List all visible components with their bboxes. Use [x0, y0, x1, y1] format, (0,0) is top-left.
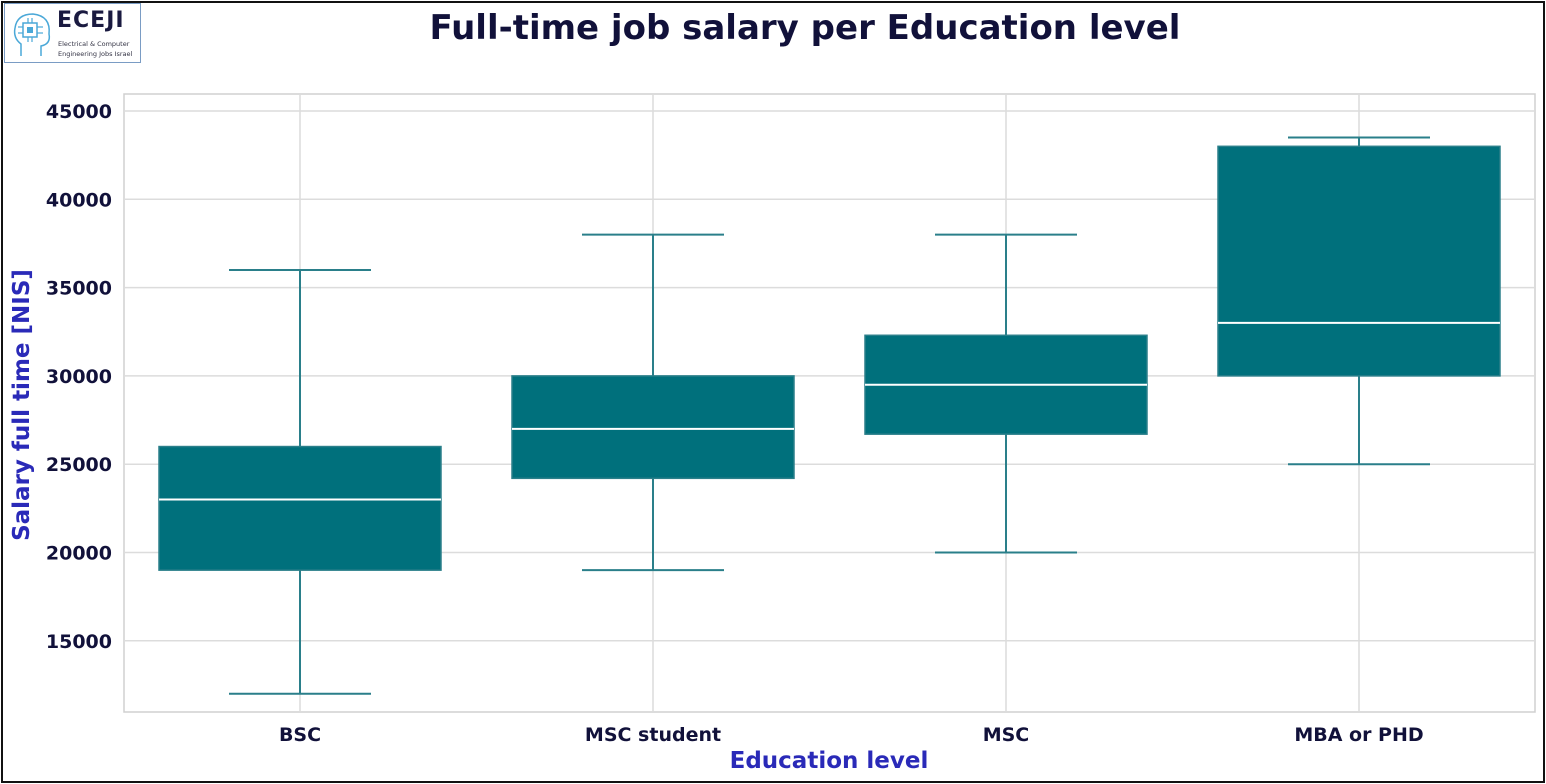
- iqr-box: [1217, 145, 1501, 377]
- y-axis-ticks: 15000 20000 25000 30000 35000 40000 45000: [46, 101, 112, 653]
- x-tick-label: BSC: [279, 724, 321, 746]
- box-bsc: [158, 268, 442, 695]
- x-tick-label: MSC student: [585, 724, 721, 746]
- y-tick-label: 45000: [46, 101, 112, 123]
- x-axis-label: Education level: [730, 748, 929, 774]
- y-tick-label: 35000: [46, 278, 112, 300]
- box-mba-or-phd: [1217, 136, 1501, 466]
- x-axis-ticks: BSC MSC student MSC MBA or PHD: [279, 724, 1424, 746]
- x-tick-label: MBA or PHD: [1294, 724, 1423, 746]
- y-axis-label: Salary full time [NIS]: [9, 269, 35, 541]
- box-msc-student: [511, 233, 795, 572]
- y-tick-label: 25000: [46, 454, 112, 476]
- eceji-logo: ECEJI Electrical & Computer Engineering …: [4, 3, 141, 63]
- logo-tagline-line1: Electrical & Computer: [58, 40, 130, 48]
- y-tick-label: 20000: [46, 543, 112, 565]
- box-series: [158, 136, 1501, 695]
- y-tick-label: 30000: [46, 366, 112, 388]
- chart-title: Full-time job salary per Education level: [430, 8, 1181, 48]
- y-tick-label: 15000: [46, 631, 112, 653]
- box-msc: [864, 233, 1148, 554]
- x-tick-label: MSC: [983, 724, 1030, 746]
- y-tick-label: 40000: [46, 189, 112, 211]
- iqr-box: [511, 375, 795, 480]
- iqr-box: [158, 445, 442, 571]
- logo-tagline-line2: Engineering Jobs Israel: [58, 50, 133, 58]
- circuit-head-icon: [13, 13, 51, 56]
- logo-wordmark: ECEJI: [57, 8, 125, 33]
